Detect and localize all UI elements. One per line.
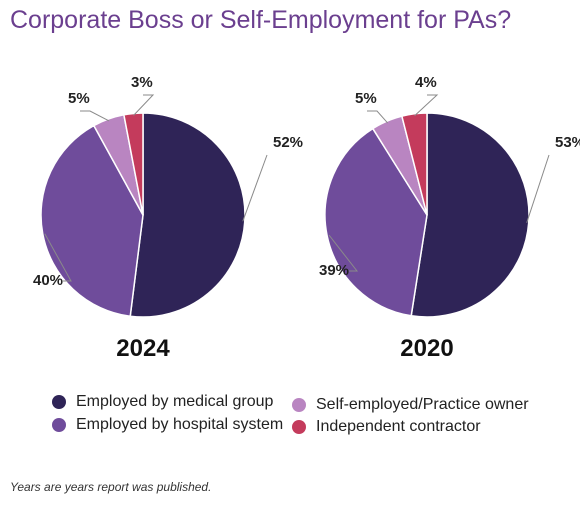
data-label-2024-4: 3% [131, 74, 153, 91]
pie-2024: 52% 40% 5% 3% [33, 74, 303, 318]
leader-line-2020-4 [414, 94, 439, 117]
data-label-2024-3: 5% [68, 90, 90, 107]
leader-line-2024-2 [44, 233, 72, 282]
data-label-2020-1: 53% [555, 134, 580, 151]
pie-slice-2024-4 [123, 112, 144, 216]
data-label-2020-3: 5% [355, 90, 377, 107]
legend-swatch-independent-contractor [292, 420, 306, 434]
legend-item-hospital-system: Employed by hospital system [52, 416, 283, 434]
chart-title: Corporate Boss or Self-Employment for PA… [10, 6, 512, 34]
leader-line-2020-2 [328, 234, 359, 272]
legend-label-self-employed: Self-employed/Practice owner [316, 396, 529, 413]
leader-line-2024-4 [133, 94, 155, 116]
year-label-2024: 2024 [116, 335, 170, 362]
legend-label-independent-contractor: Independent contractor [316, 418, 481, 435]
data-label-2024-1: 52% [273, 134, 303, 151]
pie-slice-2024-2 [40, 124, 144, 318]
data-label-2020-4: 4% [415, 74, 437, 91]
data-label-2020-2: 39% [319, 262, 349, 279]
data-label-2024-2: 40% [33, 272, 63, 289]
legend-item-self-employed: Self-employed/Practice owner [292, 396, 529, 414]
legend-item-medical-group: Employed by medical group [52, 393, 273, 411]
legend-swatch-self-employed [292, 398, 306, 412]
legend-label-medical-group: Employed by medical group [76, 393, 274, 410]
pie-slice-2024-1 [129, 112, 246, 318]
pie-slice-2020-4 [400, 112, 428, 216]
legend-swatch-hospital-system [52, 418, 66, 432]
leader-line-2024-1 [242, 154, 268, 222]
legend-item-independent-contractor: Independent contractor [292, 418, 481, 436]
leader-line-2020-1 [526, 154, 550, 223]
year-label-2020: 2020 [400, 335, 453, 362]
leader-line-2024-3 [80, 110, 110, 122]
leader-line-2020-3 [367, 110, 389, 124]
pie-slice-2020-1 [410, 112, 530, 318]
pie-2020: 53% 39% 5% 4% [319, 74, 580, 318]
legend-label-hospital-system: Employed by hospital system [76, 416, 284, 433]
legend-swatch-medical-group [52, 395, 66, 409]
footnote: Years are years report was published. [10, 480, 212, 494]
